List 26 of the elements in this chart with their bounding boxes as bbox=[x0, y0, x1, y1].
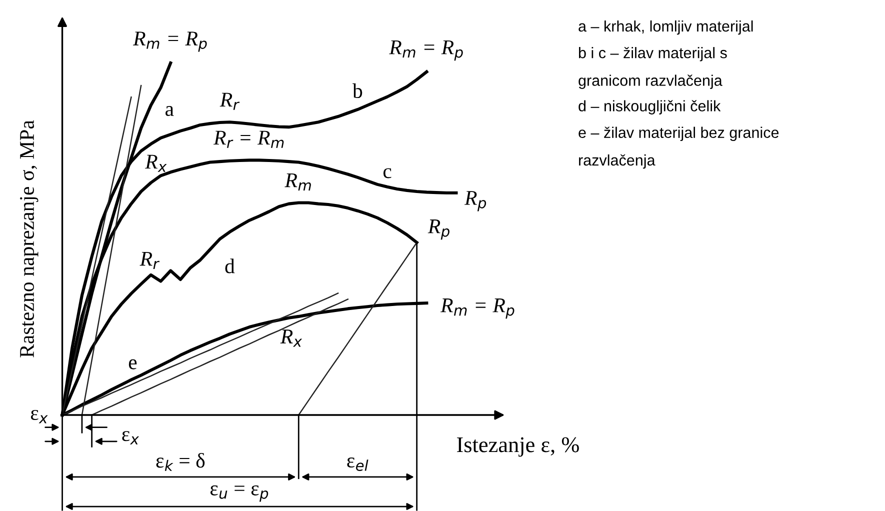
annotation: R$_{x}$ bbox=[144, 154, 167, 172]
text: ε$_{el}$ bbox=[347, 458, 368, 471]
annotation: R$_{m}$ bbox=[284, 173, 311, 191]
annotation: R$_{r}$ = R$_{m}$ bbox=[213, 130, 284, 148]
text: ε$_{k}$ = δ bbox=[156, 452, 205, 471]
text: ε$_{x}$ bbox=[122, 431, 140, 444]
text: R$_{p}$ bbox=[464, 191, 486, 212]
text: ε$_{u}$ = ε$_{p}$ bbox=[210, 485, 268, 502]
annotation: R$_{x}$ bbox=[280, 330, 302, 347]
text: ε$_{x}$ bbox=[30, 410, 48, 424]
series-label: c bbox=[383, 168, 392, 178]
annotation: R$_{m}$ = R$_{p}$ bbox=[440, 298, 514, 319]
series-label: e bbox=[128, 359, 137, 370]
text: R$_{m}$ = R$_{p}$ bbox=[389, 40, 463, 61]
series-label: b bbox=[352, 83, 362, 98]
text: a – krhak, lomljiv materijal bbox=[578, 20, 753, 35]
text: e – žilav materijal bez granice razvlačenja bbox=[578, 126, 779, 169]
annotation: R$_{r}$ bbox=[220, 92, 240, 110]
series-label: a bbox=[166, 106, 174, 116]
series-label: d bbox=[225, 258, 235, 274]
annotation: R$_{p}$ bbox=[428, 220, 450, 240]
x-axis-title: Istezanje ε, % bbox=[457, 437, 579, 457]
text: R$_{m}$ = R$_{p}$ bbox=[132, 32, 207, 52]
annotation: R$_{r}$ bbox=[140, 252, 160, 270]
text: d – niskougljični čelik bbox=[578, 100, 721, 114]
y-axis-title: Rastezno naprezanje σ, MPa bbox=[20, 120, 38, 358]
